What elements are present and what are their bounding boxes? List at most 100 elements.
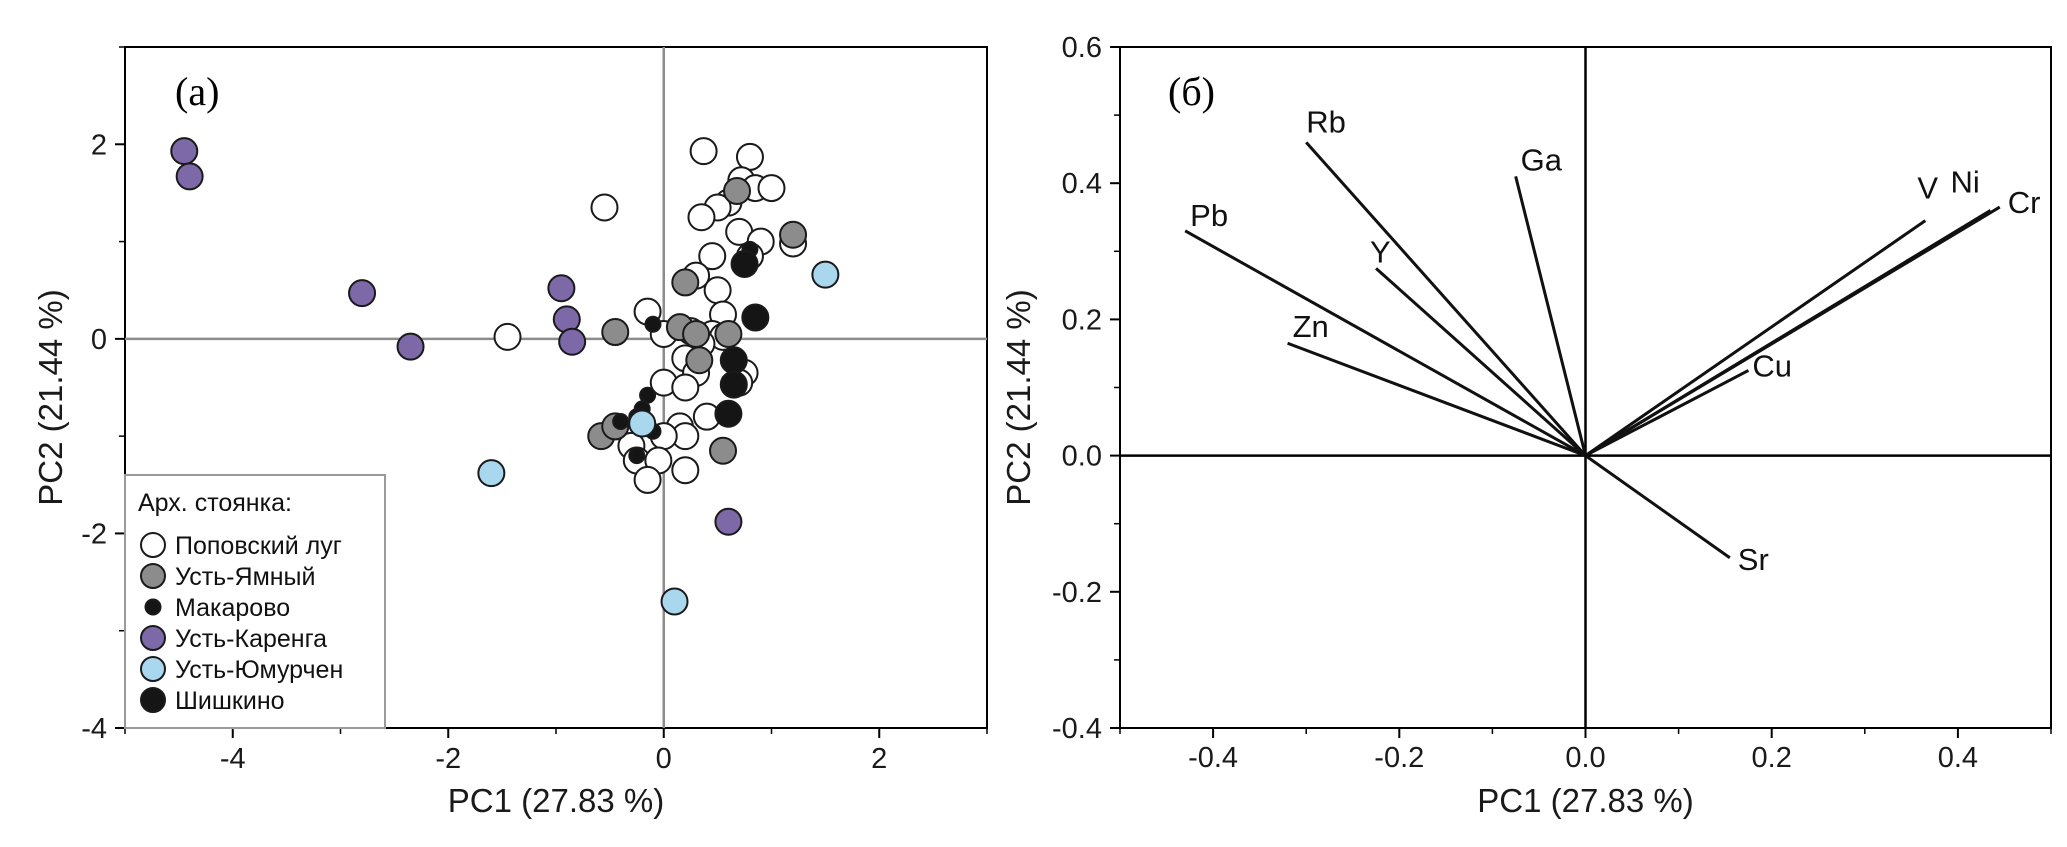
point-усть-каренга [170, 137, 199, 166]
y-tick-label: -0.4 [1052, 713, 1102, 745]
point-усть-ямный [723, 176, 752, 205]
x-tick-label: 0.4 [1938, 742, 1978, 774]
loading-label-sr: Sr [1738, 542, 1769, 577]
x-tick-label: -0.2 [1374, 742, 1424, 774]
point-усть-каренга [558, 327, 587, 356]
point-усть-ямный [671, 268, 700, 297]
loading-label-zn: Zn [1293, 309, 1329, 344]
y-tick-label: 0.4 [1062, 168, 1102, 200]
panel-a-points [170, 137, 840, 616]
y-tick-label: -4 [81, 713, 107, 745]
legend-marker-поповский-луг [140, 532, 166, 558]
panel-b-label: (б) [1168, 69, 1215, 114]
point-поповский-луг [671, 456, 700, 485]
legend-items: Поповский луг Усть-Ямный Макарово Усть-Каре… [140, 532, 343, 715]
point-шишкино [741, 303, 770, 332]
legend-marker-усть-каренга [140, 625, 166, 651]
panel-a-x-axis-title: PC1 (27.83 %) [448, 782, 664, 819]
loading-vector-cu [1584, 369, 1750, 457]
point-усть-каренга [348, 279, 377, 308]
panel-a-ticks: -4 -2 0 2 2 0 -2 -4 [81, 46, 988, 775]
loading-label-cr: Cr [2008, 185, 2041, 220]
point-усть-ямный [779, 220, 808, 249]
loading-label-ni: Ni [1950, 164, 1979, 199]
point-поповский-луг [671, 373, 700, 402]
point-шишкино [730, 249, 759, 278]
loading-vector-v [1584, 219, 1927, 457]
loading-vector-zn [1287, 341, 1587, 458]
y-tick-label: 0.6 [1062, 32, 1102, 64]
point-усть-юмурчен [811, 260, 840, 289]
legend-box [124, 474, 386, 729]
loading-label-cu: Cu [1752, 348, 1792, 383]
legend-marker-шишкино [140, 687, 166, 713]
panel-a-label: (а) [175, 69, 219, 114]
loading-vector-rb [1305, 141, 1587, 457]
point-усть-юмурчен [628, 409, 657, 438]
point-усть-каренга [714, 507, 743, 536]
x-tick-label: 0.2 [1752, 742, 1792, 774]
point-усть-ямный [601, 318, 630, 347]
point-поповский-луг [703, 276, 732, 305]
point-поповский-луг [689, 137, 718, 166]
y-tick-label: -0.2 [1052, 577, 1102, 609]
y-tick-label: -2 [81, 518, 107, 550]
point-усть-каренга [547, 274, 576, 303]
point-поповский-луг [493, 322, 522, 351]
biplot-panel-b: -0.4 -0.2 0.0 0.2 0.4 0.6 0.4 0.2 0.0 -0.2 -0.4 Rb… [1000, 32, 2052, 819]
x-tick-label: 0 [656, 743, 672, 775]
loading-vector-ga [1514, 176, 1587, 456]
panel-b-vectors: Rb Ga Pb Y Zn V Ni Cr Cu Sr [1184, 104, 2041, 577]
legend-label: Усть-Юмурчен [175, 656, 343, 684]
legend-title: Арх. стоянка: [138, 489, 292, 517]
loading-label-rb: Rb [1306, 104, 1346, 139]
loading-label-y: Y [1370, 234, 1391, 269]
legend-label: Поповский луг [175, 532, 342, 560]
point-усть-каренга [396, 332, 425, 361]
point-шишкино [719, 370, 748, 399]
x-tick-label: -2 [435, 743, 461, 775]
legend-label: Макарово [175, 594, 290, 622]
point-усть-ямный [709, 436, 738, 465]
scatter-panel-a: -4 -2 0 2 2 0 -2 -4 Арх. стоянка: Поповский луг… [32, 46, 988, 819]
panel-b-y-axis-title: PC2 (21.44 %) [1000, 289, 1037, 505]
panel-b-ticks: -0.4 -0.2 0.0 0.2 0.4 0.6 0.4 0.2 0.0 -0.2 -0.4 [1052, 32, 2052, 774]
x-tick-label: -0.4 [1188, 742, 1238, 774]
point-усть-юмурчен [477, 459, 506, 488]
point-поповский-луг [757, 174, 786, 203]
legend-label: Усть-Каренга [175, 625, 327, 653]
loading-vector-y [1375, 267, 1587, 457]
point-усть-каренга [175, 162, 204, 191]
x-tick-label: 2 [871, 743, 887, 775]
point-шишкино [714, 399, 743, 428]
point-усть-ямный [682, 319, 711, 348]
point-поповский-луг [698, 242, 727, 271]
point-поповский-луг [633, 465, 662, 494]
loading-vector-cr [1584, 205, 2001, 457]
point-усть-ямный [714, 319, 743, 348]
panel-a-legend: Арх. стоянка: Поповский луг Усть-Ямный Мак… [124, 474, 386, 729]
point-макарово [644, 315, 662, 333]
legend-marker-усть-ямный [140, 563, 166, 589]
loading-label-v: V [1917, 171, 1938, 206]
point-поповский-луг [590, 193, 619, 222]
point-поповский-луг [735, 142, 764, 171]
legend-marker-усть-юмурчен [140, 656, 166, 682]
x-tick-label: -4 [220, 743, 246, 775]
loading-label-ga: Ga [1521, 142, 1563, 177]
loading-label-pb: Pb [1190, 198, 1228, 233]
y-tick-label: 0.0 [1062, 441, 1102, 473]
point-поповский-луг [687, 203, 716, 232]
loading-vector-sr [1584, 454, 1731, 559]
y-tick-label: 2 [91, 129, 107, 161]
point-усть-ямный [685, 346, 714, 375]
loading-vector-pb [1184, 229, 1587, 457]
point-усть-юмурчен [660, 587, 689, 616]
panel-b-x-axis-title: PC1 (27.83 %) [1477, 782, 1693, 819]
point-макарово [612, 413, 630, 431]
y-tick-label: 0.2 [1062, 304, 1102, 336]
legend-label: Усть-Ямный [175, 563, 316, 591]
x-tick-label: 0.0 [1565, 742, 1605, 774]
legend-marker-макарово [144, 598, 162, 616]
